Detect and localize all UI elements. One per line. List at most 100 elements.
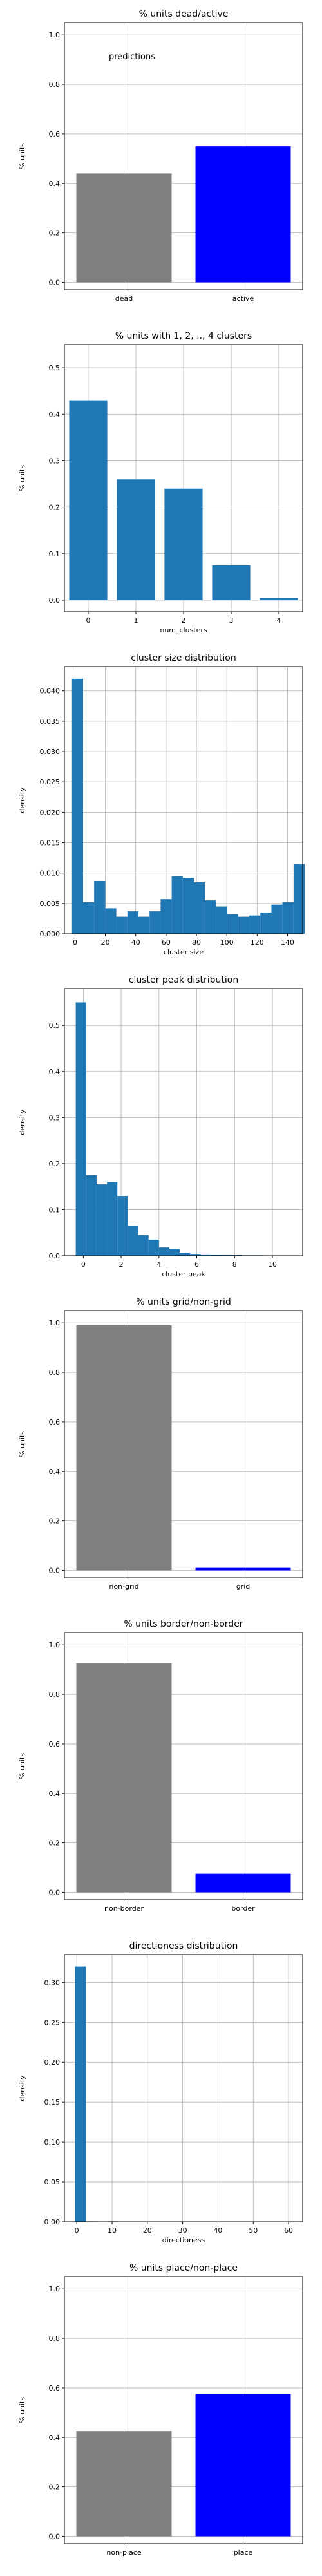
chart-title: % units place/non-place bbox=[129, 2263, 238, 2273]
y-tick-label: 0.4 bbox=[49, 1468, 61, 1476]
y-tick-label: 0.2 bbox=[49, 2483, 61, 2492]
x-tick-label: active bbox=[232, 294, 254, 303]
x-tick-label: 80 bbox=[192, 938, 201, 947]
y-axis-label: % units bbox=[18, 465, 26, 491]
y-tick-label: 0.3 bbox=[49, 1113, 61, 1122]
bar-0 bbox=[69, 401, 107, 600]
y-tick-label: 0.0 bbox=[49, 596, 61, 605]
histogram-bar bbox=[128, 1226, 138, 1256]
y-axis-label: density bbox=[18, 787, 26, 813]
histogram-bar bbox=[149, 1240, 159, 1256]
histogram-bar bbox=[183, 878, 194, 934]
x-tick-label: 20 bbox=[143, 2226, 152, 2235]
y-tick-label: 0.4 bbox=[49, 410, 61, 419]
x-tick-label: grid bbox=[236, 1582, 251, 1591]
bar-3 bbox=[212, 565, 250, 600]
histogram-bar bbox=[249, 916, 260, 934]
y-tick-label: 0.1 bbox=[49, 1206, 61, 1214]
x-axis-label: cluster peak bbox=[162, 1270, 205, 1278]
y-axis-label: density bbox=[18, 2075, 26, 2101]
y-tick-label: 0.6 bbox=[49, 1740, 61, 1748]
histogram-bar bbox=[149, 911, 160, 934]
y-tick-label: 0.0 bbox=[49, 1252, 61, 1260]
y-tick-label: 0.005 bbox=[40, 900, 61, 908]
y-tick-label: 0.0 bbox=[49, 1566, 61, 1575]
y-tick-label: 0.8 bbox=[49, 1690, 61, 1699]
y-tick-label: 0.4 bbox=[49, 2434, 61, 2442]
chart-title: directioness distribution bbox=[129, 1941, 238, 1951]
x-axis-label: cluster size bbox=[164, 948, 204, 956]
histogram-bar bbox=[128, 911, 138, 934]
histogram-bar bbox=[105, 908, 116, 934]
y-tick-label: 0.8 bbox=[49, 1368, 61, 1377]
y-tick-label: 1.0 bbox=[49, 1641, 61, 1649]
histogram-bar bbox=[172, 876, 183, 934]
x-tick-label: 10 bbox=[268, 1260, 277, 1269]
y-tick-label: 0.2 bbox=[49, 1839, 61, 1848]
y-tick-label: 0.015 bbox=[40, 839, 61, 848]
x-tick-label: 40 bbox=[213, 2226, 222, 2235]
x-tick-label: 120 bbox=[251, 938, 264, 947]
histogram-bar bbox=[271, 905, 282, 934]
x-tick-label: 3 bbox=[229, 616, 234, 625]
x-tick-label: 4 bbox=[277, 616, 281, 625]
bar-non-border bbox=[77, 1663, 172, 1892]
y-tick-label: 0.5 bbox=[49, 364, 61, 372]
y-tick-label: 0.0 bbox=[49, 1888, 61, 1897]
x-tick-label: 20 bbox=[101, 938, 110, 947]
histogram-bar bbox=[194, 882, 205, 934]
x-tick-label: 40 bbox=[131, 938, 140, 947]
histogram-bar bbox=[76, 1002, 86, 1256]
bars bbox=[77, 1325, 291, 1570]
grid-lines bbox=[64, 1955, 303, 2222]
y-tick-label: 0.4 bbox=[49, 180, 61, 188]
histogram-bar bbox=[86, 1175, 97, 1256]
chart-title: cluster peak distribution bbox=[129, 975, 238, 985]
y-tick-label: 0.6 bbox=[49, 130, 61, 138]
y-tick-label: 0.05 bbox=[44, 2178, 61, 2186]
histogram-bar bbox=[216, 907, 227, 934]
x-tick-label: border bbox=[231, 1904, 255, 1913]
y-tick-label: 0.5 bbox=[49, 1021, 61, 1030]
y-tick-label: 0.00 bbox=[44, 2218, 61, 2226]
chart-title: % units border/non-border bbox=[124, 1619, 243, 1629]
x-tick-label: 1 bbox=[134, 616, 138, 625]
x-tick-label: 10 bbox=[108, 2226, 117, 2235]
y-axis-label: % units bbox=[18, 1753, 26, 1779]
x-tick-label: 140 bbox=[281, 938, 294, 947]
y-tick-label: 0.1 bbox=[49, 550, 61, 558]
histogram-bar bbox=[180, 1253, 190, 1256]
y-tick-label: 0.030 bbox=[40, 748, 61, 756]
x-tick-label: 0 bbox=[81, 1260, 86, 1269]
y-tick-label: 0.025 bbox=[40, 778, 61, 786]
y-tick-label: 1.0 bbox=[49, 31, 61, 39]
x-tick-label: 8 bbox=[232, 1260, 237, 1269]
y-axis-label: % units bbox=[18, 2397, 26, 2423]
x-tick-label: non-grid bbox=[109, 1582, 138, 1591]
chart-7: 0.0 0.2 0.4 0.6 0.8 1.0 non-place place % units … bbox=[0, 2254, 322, 2576]
x-axis-label: directioness bbox=[162, 2236, 205, 2244]
chart-annotation: predictions bbox=[109, 52, 155, 62]
histogram-bar bbox=[97, 1184, 107, 1256]
y-tick-label: 0.2 bbox=[49, 1517, 61, 1526]
bar-place bbox=[196, 2394, 291, 2537]
y-tick-label: 0.8 bbox=[49, 2334, 61, 2343]
x-tick-label: 60 bbox=[284, 2226, 293, 2235]
chart-5: 0.00.20.40.60.81.0non-border border% unit… bbox=[0, 1610, 322, 1932]
y-tick-label: 0.040 bbox=[40, 687, 61, 696]
y-tick-label: 0.6 bbox=[49, 1418, 61, 1426]
y-tick-label: 0.035 bbox=[40, 717, 61, 726]
x-tick-label: 0 bbox=[75, 2226, 79, 2235]
bars bbox=[72, 679, 305, 934]
bar-1 bbox=[117, 479, 155, 600]
y-tick-label: 0.0 bbox=[49, 2532, 61, 2541]
chart-1: 0.00.10.20.30.40.50 1 2 3 4% units with 1, 2… bbox=[0, 322, 322, 644]
y-tick-label: 0.0 bbox=[49, 278, 61, 287]
x-tick-label: 2 bbox=[119, 1260, 124, 1269]
y-tick-label: 0.8 bbox=[49, 80, 61, 89]
histogram-bar bbox=[238, 917, 249, 934]
histogram-bar bbox=[83, 902, 94, 934]
histogram-bar bbox=[94, 881, 105, 934]
bar-non-place bbox=[77, 2431, 172, 2536]
x-axis-label: num_clusters bbox=[160, 626, 207, 634]
